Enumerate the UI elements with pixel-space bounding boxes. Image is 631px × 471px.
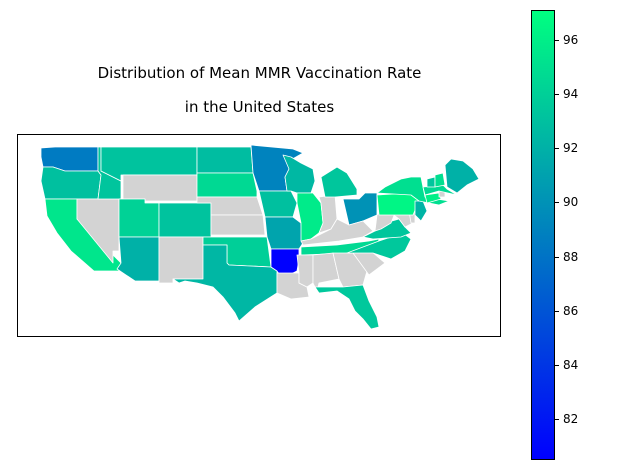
- colorbar-tick-label: 90: [563, 195, 579, 209]
- state-tx: [172, 244, 278, 322]
- state-fl: [314, 284, 380, 330]
- state-in: [318, 194, 338, 234]
- state-wy: [122, 174, 198, 202]
- state-nd: [196, 146, 254, 174]
- colorbar-tick-label: 82: [563, 412, 579, 426]
- colorbar-tick: [555, 94, 559, 95]
- colorbar-tick: [555, 257, 559, 258]
- state-ms: [296, 254, 314, 288]
- state-ut: [118, 198, 160, 238]
- map-frame: [17, 134, 501, 337]
- colorbar-tick-label: 92: [563, 141, 579, 155]
- state-mi: [320, 166, 358, 198]
- us-choropleth-map: [40, 144, 480, 330]
- state-nc: [346, 232, 412, 260]
- colorbar-tick: [555, 419, 559, 420]
- state-co: [158, 202, 212, 238]
- colorbar: [531, 10, 555, 460]
- colorbar-tick-label: 84: [563, 358, 579, 372]
- colorbar-tick-label: 88: [563, 250, 579, 264]
- state-vt: [426, 176, 436, 188]
- state-mo: [264, 216, 304, 250]
- colorbar-tick-label: 96: [563, 33, 579, 47]
- state-wi: [282, 154, 316, 194]
- state-ct: [424, 192, 442, 204]
- state-sd: [196, 172, 258, 198]
- state-oh: [342, 192, 378, 226]
- state-or: [40, 166, 102, 200]
- state-nh: [434, 172, 446, 188]
- map-title-line-2: in the United States: [184, 98, 335, 116]
- state-az: [116, 236, 160, 282]
- colorbar-tick: [555, 40, 559, 41]
- colorbar-tick: [555, 148, 559, 149]
- colorbar-tick-label: 86: [563, 304, 579, 318]
- colorbar-tick-label: 94: [563, 87, 579, 101]
- state-il: [296, 192, 324, 242]
- state-nj: [414, 200, 428, 222]
- map-title-line-1: Distribution of Mean MMR Vaccination Rat…: [97, 64, 422, 82]
- state-ks: [210, 214, 266, 236]
- state-ia: [258, 190, 298, 218]
- colorbar-tick: [555, 365, 559, 366]
- state-me: [444, 158, 480, 194]
- colorbar-tick: [555, 202, 559, 203]
- state-nm: [158, 236, 204, 284]
- state-ky: [300, 218, 374, 246]
- colorbar-tick: [555, 311, 559, 312]
